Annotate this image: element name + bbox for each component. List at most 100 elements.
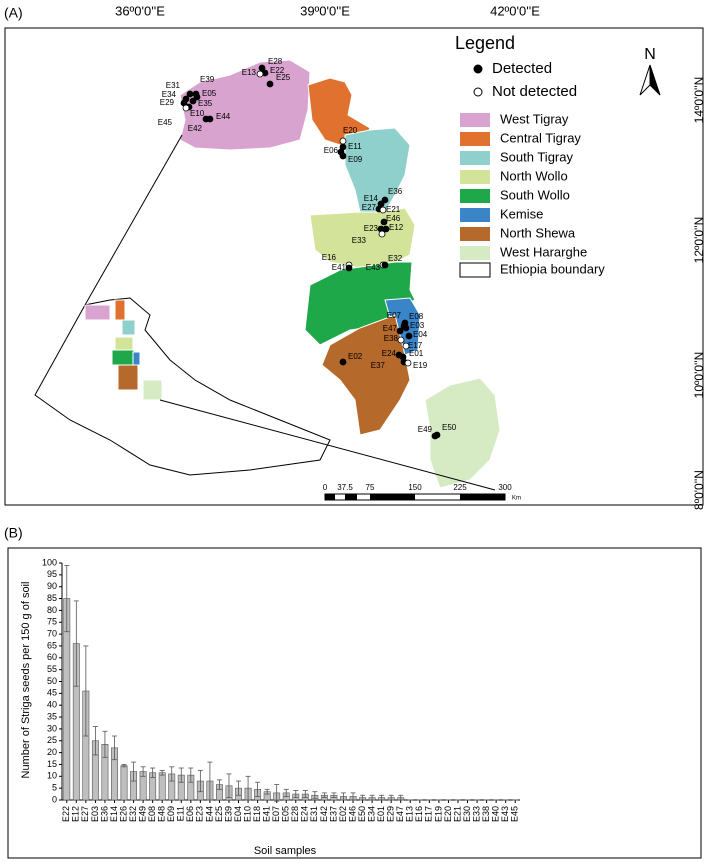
sample-label: E10 xyxy=(190,109,205,118)
sample-label: E50 xyxy=(442,423,457,432)
y-tick-label: 55 xyxy=(47,664,57,674)
sample-label: E03 xyxy=(410,321,425,330)
x-tick-label: E46 xyxy=(347,806,357,822)
sample-label: E49 xyxy=(418,425,433,434)
y-tick-label: 40 xyxy=(47,700,57,710)
scale-label: 150 xyxy=(408,483,422,492)
x-tick-label: E11 xyxy=(176,806,186,821)
inset-region xyxy=(84,304,111,321)
inset-region xyxy=(114,336,134,351)
error-bar xyxy=(302,790,308,799)
inset-region xyxy=(132,351,141,366)
region xyxy=(179,59,311,151)
sample-label: E09 xyxy=(348,155,363,164)
sample-label: E08 xyxy=(409,312,424,321)
x-tick-label: E29 xyxy=(386,806,396,822)
x-tick-label: E10 xyxy=(242,806,252,822)
bar xyxy=(158,772,166,801)
error-bar xyxy=(150,767,156,778)
error-bar xyxy=(283,788,289,797)
legend-title: Legend xyxy=(455,33,515,53)
sample-point xyxy=(182,104,190,112)
ethiopia-outline xyxy=(34,297,331,476)
sample-point xyxy=(339,137,347,145)
sample-label: E47 xyxy=(383,324,398,333)
sample-label: E05 xyxy=(202,89,217,98)
legend-label: South Wollo xyxy=(500,187,570,202)
error-bar xyxy=(102,730,108,758)
x-tick-label: E44 xyxy=(204,806,214,822)
legend-label: Ethiopia boundary xyxy=(500,261,605,276)
x-tick-label: E47 xyxy=(395,806,405,822)
zoom-line xyxy=(159,399,496,491)
sample-point xyxy=(266,80,274,88)
map-frame xyxy=(4,27,704,506)
sample-label: E12 xyxy=(389,223,404,232)
error-bar xyxy=(369,794,375,801)
sample-point xyxy=(402,342,410,350)
x-tick-label: E13 xyxy=(405,806,415,822)
y-tick-label: 25 xyxy=(47,735,57,745)
error-bar xyxy=(73,600,79,687)
sample-point xyxy=(258,64,266,72)
sample-label: E24 xyxy=(382,349,397,358)
y-tick-label: 80 xyxy=(47,605,57,615)
x-axis-title: Soil samples xyxy=(254,845,317,857)
sample-point xyxy=(193,93,201,101)
x-tick-label: E27 xyxy=(80,806,90,822)
inset-region xyxy=(114,299,126,321)
legend-marker xyxy=(473,87,483,97)
y-tick-label: 15 xyxy=(47,759,57,769)
y-tick-label: 20 xyxy=(47,747,57,757)
legend-swatch xyxy=(460,227,490,241)
x-tick-label: E18 xyxy=(252,806,262,822)
x-tick-label: E03 xyxy=(90,806,100,822)
y-tick-label: 60 xyxy=(47,652,57,662)
legend-label: South Tigray xyxy=(500,149,573,164)
inset-region xyxy=(142,379,163,401)
error-bar xyxy=(274,784,280,802)
scale-label: 0 xyxy=(323,483,328,492)
x-tick-label: E04 xyxy=(233,806,243,822)
sample-point xyxy=(396,327,404,335)
error-bar xyxy=(207,761,213,801)
x-tick-label: E14 xyxy=(109,806,119,822)
x-tick-label: E24 xyxy=(300,806,310,822)
error-bar xyxy=(331,792,337,799)
x-tick-label: E37 xyxy=(328,806,338,822)
sample-label: E17 xyxy=(408,341,423,350)
y-tick-label: 50 xyxy=(47,676,57,686)
y-tick-label: 45 xyxy=(47,688,57,698)
sample-label: E44 xyxy=(216,112,231,121)
error-bar xyxy=(92,726,98,756)
x-tick-label: E33 xyxy=(471,806,481,822)
y-tick-label: 30 xyxy=(47,723,57,733)
error-bar xyxy=(178,767,184,783)
sample-label: E06 xyxy=(324,146,339,155)
lon-label: 42º0'0''E xyxy=(490,3,540,18)
legend-swatch xyxy=(460,208,490,222)
legend-marker xyxy=(473,64,483,74)
error-bar xyxy=(398,794,404,801)
y-tick-label: 75 xyxy=(47,617,57,627)
sample-label: E14 xyxy=(364,194,379,203)
legend-label: West Hararghe xyxy=(500,244,587,259)
sample-label: E39 xyxy=(200,75,215,84)
inset-region xyxy=(117,364,139,391)
x-tick-label: E38 xyxy=(481,806,491,822)
x-tick-label: E25 xyxy=(214,806,224,822)
sample-point xyxy=(380,218,388,226)
x-tick-label: E36 xyxy=(99,806,109,822)
y-tick-label: 10 xyxy=(47,771,57,781)
sample-label: E42 xyxy=(188,124,203,133)
error-bar xyxy=(321,792,327,799)
y-tick-label: 65 xyxy=(47,640,57,650)
x-tick-label: E16 xyxy=(414,806,424,822)
error-bar xyxy=(140,766,146,777)
lat-label: 10º0'0''N xyxy=(692,352,706,399)
region xyxy=(424,377,501,489)
sample-label: E38 xyxy=(384,334,399,343)
x-tick-label: E12 xyxy=(71,806,81,822)
legend-swatch xyxy=(460,170,490,184)
